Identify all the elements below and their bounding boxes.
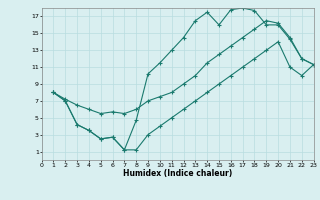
X-axis label: Humidex (Indice chaleur): Humidex (Indice chaleur) bbox=[123, 169, 232, 178]
